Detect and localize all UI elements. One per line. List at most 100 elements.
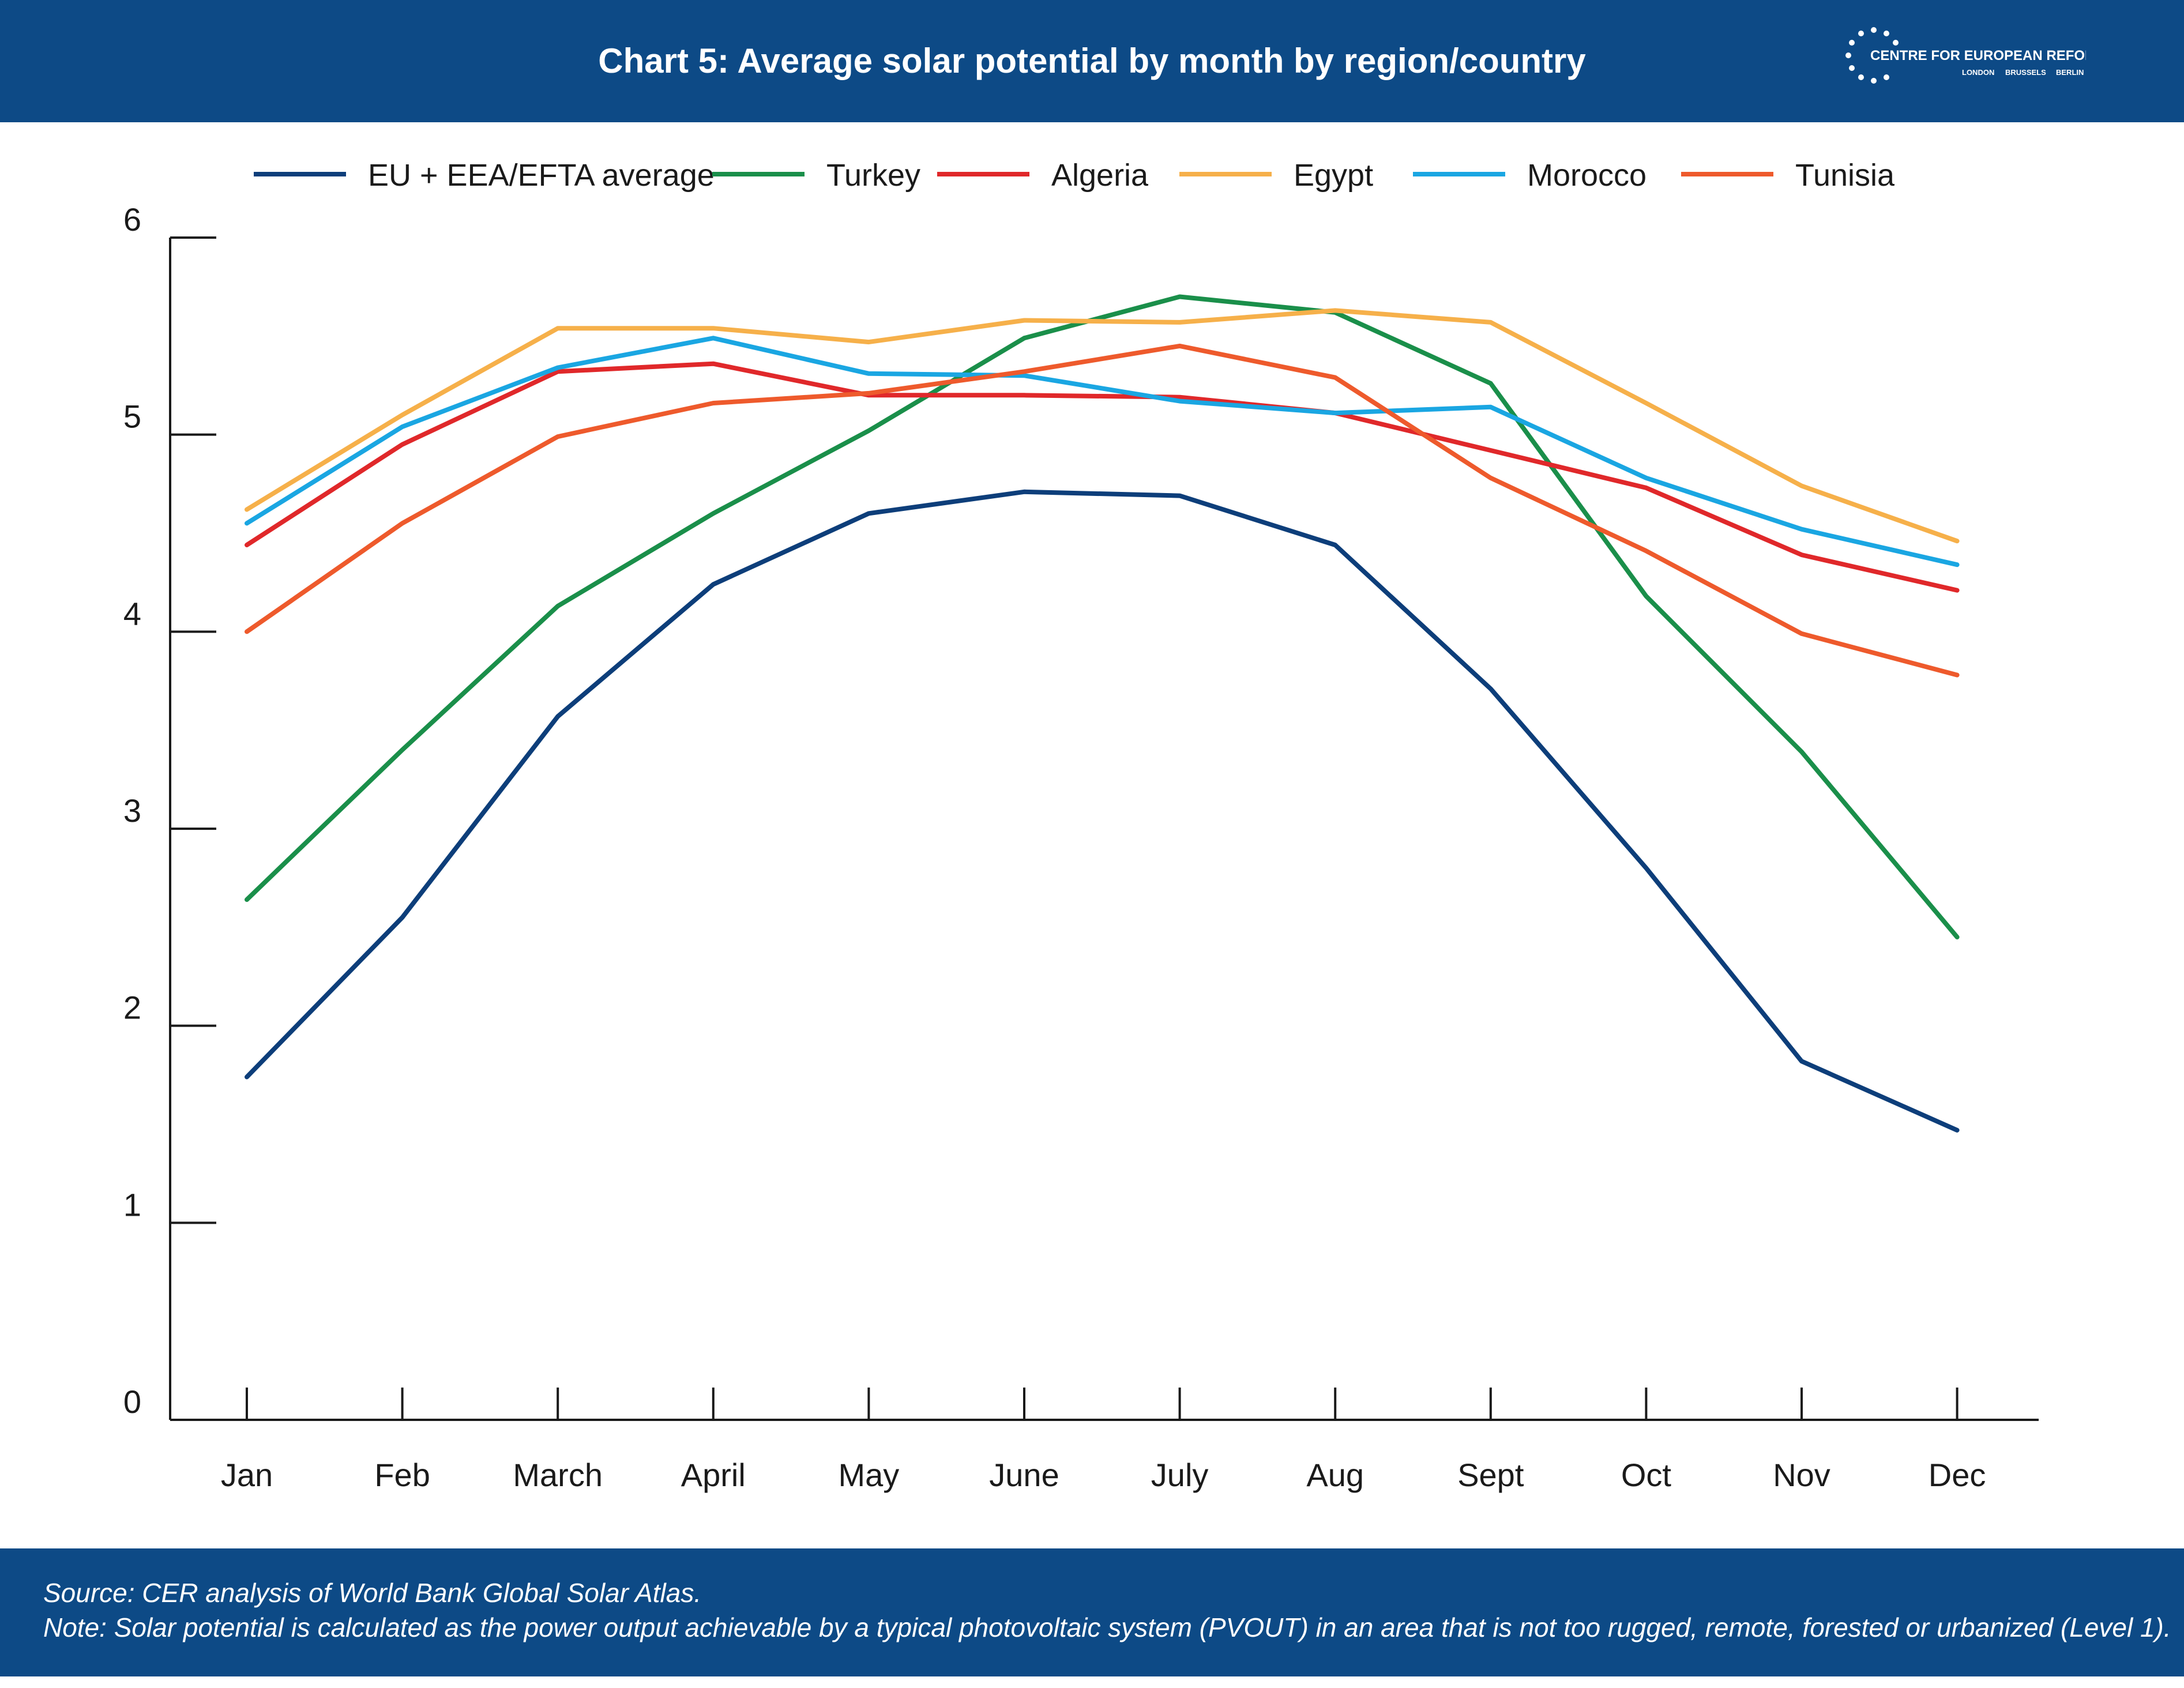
data-point bbox=[1956, 1129, 1959, 1131]
x-tick-label: March bbox=[513, 1457, 603, 1493]
data-point bbox=[557, 327, 559, 330]
x-tick-label: Jan bbox=[221, 1457, 273, 1493]
data-point bbox=[867, 512, 870, 515]
data-point bbox=[1334, 309, 1337, 312]
data-point bbox=[867, 392, 870, 394]
x-tick-label: June bbox=[989, 1457, 1059, 1493]
y-tick-label: 2 bbox=[123, 990, 141, 1026]
x-tick-label: Oct bbox=[1621, 1457, 1672, 1493]
data-point bbox=[867, 429, 870, 432]
y-tick-label: 4 bbox=[123, 595, 141, 631]
data-point bbox=[1489, 321, 1492, 324]
legend-label-1: Turkey bbox=[826, 158, 920, 193]
x-tick-label: July bbox=[1151, 1457, 1209, 1493]
data-point bbox=[1178, 321, 1181, 324]
data-point bbox=[1800, 1060, 1803, 1063]
data-point bbox=[246, 898, 248, 901]
data-point bbox=[1489, 687, 1492, 690]
data-point bbox=[1489, 382, 1492, 385]
methodology-note: Note: Solar potential is calculated as t… bbox=[43, 1612, 2171, 1642]
data-point bbox=[1023, 394, 1025, 397]
data-point bbox=[1645, 867, 1648, 870]
chart-legend: EU + EEA/EFTA average Turkey Algeria Egypt M… bbox=[254, 158, 1895, 193]
header-band bbox=[0, 0, 2184, 122]
data-point bbox=[712, 402, 715, 404]
data-point bbox=[1023, 490, 1025, 493]
data-point bbox=[1956, 563, 1959, 566]
data-point bbox=[1645, 550, 1648, 552]
legend-label-5: Tunisia bbox=[1795, 158, 1895, 193]
data-point bbox=[1956, 674, 1959, 676]
x-tick-label: Nov bbox=[1773, 1457, 1830, 1493]
data-point bbox=[1334, 376, 1337, 379]
cer-logo: CENTRE FOR EUROPEAN REFORM LONDON BRUSSE… bbox=[1845, 27, 2086, 84]
data-point bbox=[1334, 544, 1337, 546]
series-line-3 bbox=[245, 308, 1960, 544]
data-point bbox=[401, 443, 404, 446]
data-point bbox=[867, 341, 870, 344]
series-line-1 bbox=[245, 294, 1960, 939]
data-point bbox=[1645, 486, 1648, 489]
data-point bbox=[401, 426, 404, 428]
data-point bbox=[401, 522, 404, 525]
y-tick-label: 3 bbox=[123, 792, 141, 829]
chart-title: Chart 5: Average solar potential by mont… bbox=[598, 42, 1586, 80]
data-point bbox=[401, 749, 404, 751]
data-point bbox=[1334, 412, 1337, 415]
legend-label-2: Algeria bbox=[1051, 158, 1149, 193]
data-point bbox=[1178, 494, 1181, 497]
data-point bbox=[1956, 540, 1959, 543]
x-tick-label: Sept bbox=[1457, 1457, 1524, 1493]
series-line-2 bbox=[245, 361, 1960, 593]
data-point bbox=[1178, 295, 1181, 298]
x-tick-label: Feb bbox=[374, 1457, 430, 1493]
x-tick-label: Dec bbox=[1929, 1457, 1986, 1493]
legend-label-3: Egypt bbox=[1294, 158, 1373, 193]
data-point bbox=[246, 630, 248, 633]
y-tick-label: 6 bbox=[123, 201, 141, 238]
source-note: Source: CER analysis of World Bank Globa… bbox=[43, 1578, 702, 1608]
data-point bbox=[557, 715, 559, 718]
x-tick-label: Aug bbox=[1306, 1457, 1364, 1493]
logo-city-london: LONDON bbox=[1962, 68, 1994, 77]
data-point bbox=[1956, 589, 1959, 592]
data-point bbox=[1489, 476, 1492, 479]
logo-name: CENTRE FOR EUROPEAN REFORM bbox=[1870, 48, 2086, 63]
chart-axes: 0 1 2 3 4 5 6 Jan Feb March April May June July Aug Sep… bbox=[123, 201, 2039, 1493]
data-point bbox=[712, 512, 715, 515]
x-tick-label: May bbox=[839, 1457, 900, 1493]
data-point bbox=[1023, 370, 1025, 373]
data-point bbox=[246, 544, 248, 546]
data-point bbox=[557, 366, 559, 369]
data-point bbox=[1023, 319, 1025, 322]
y-tick-label: 1 bbox=[123, 1186, 141, 1223]
data-point bbox=[246, 522, 248, 525]
data-point bbox=[1645, 595, 1648, 597]
logo-city-berlin: BERLIN bbox=[2056, 68, 2084, 77]
data-point bbox=[557, 370, 559, 373]
data-point bbox=[1800, 554, 1803, 557]
data-point bbox=[1178, 400, 1181, 403]
data-point bbox=[1800, 750, 1803, 753]
data-point bbox=[1645, 402, 1648, 404]
y-tick-label: 5 bbox=[123, 398, 141, 435]
y-tick-label: 0 bbox=[123, 1384, 141, 1420]
data-point bbox=[1489, 449, 1492, 452]
data-point bbox=[1023, 337, 1025, 340]
data-point bbox=[1489, 405, 1492, 408]
data-point bbox=[1178, 344, 1181, 347]
eu-stars-icon bbox=[1845, 27, 1899, 84]
data-point bbox=[557, 435, 559, 438]
line-chart: EU + EEA/EFTA average Turkey Algeria Egypt M… bbox=[123, 158, 2039, 1493]
data-point bbox=[1178, 396, 1181, 398]
data-point bbox=[557, 604, 559, 607]
data-point bbox=[401, 916, 404, 919]
series-line-0 bbox=[245, 489, 1960, 1133]
data-point bbox=[246, 508, 248, 511]
data-point bbox=[1800, 528, 1803, 531]
data-point bbox=[1023, 374, 1025, 377]
chart-series bbox=[245, 294, 1960, 1133]
data-point bbox=[401, 413, 404, 416]
data-point bbox=[867, 372, 870, 375]
legend-label-4: Morocco bbox=[1527, 158, 1647, 193]
